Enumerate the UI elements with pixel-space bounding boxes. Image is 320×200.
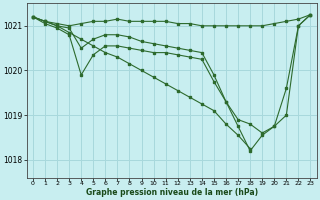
X-axis label: Graphe pression niveau de la mer (hPa): Graphe pression niveau de la mer (hPa) [86, 188, 258, 197]
